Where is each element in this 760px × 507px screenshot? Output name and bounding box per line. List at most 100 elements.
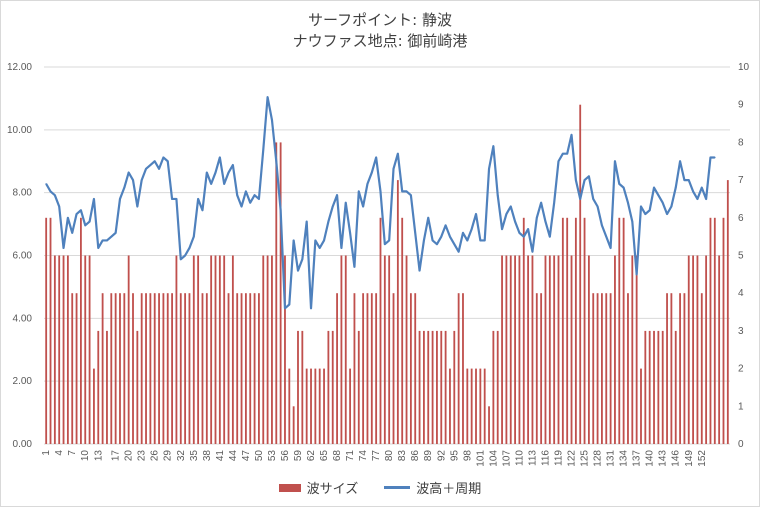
line-point	[692, 190, 694, 193]
bar	[492, 330, 495, 444]
line-point	[184, 254, 186, 257]
line-point	[45, 183, 47, 185]
bar	[722, 217, 725, 444]
line-point	[123, 186, 126, 189]
bar	[648, 330, 651, 444]
bar	[266, 255, 269, 444]
bar	[718, 255, 721, 444]
bar	[140, 293, 143, 444]
y-right-tick-label: 2	[738, 364, 744, 375]
bar	[123, 293, 126, 444]
bar	[66, 255, 69, 444]
bar	[149, 293, 152, 444]
line-point	[153, 160, 156, 163]
bar	[392, 293, 395, 444]
bar	[705, 255, 708, 444]
line-series	[45, 96, 716, 310]
bar	[379, 217, 382, 444]
bar	[158, 293, 160, 444]
line-point	[310, 307, 312, 310]
line-point	[683, 179, 686, 181]
bar-series	[45, 104, 729, 444]
bar	[440, 330, 443, 444]
bar	[574, 217, 577, 444]
bar	[462, 293, 464, 444]
bar	[566, 217, 569, 444]
line-point	[371, 171, 373, 174]
line-point	[614, 160, 616, 163]
bar	[401, 217, 404, 444]
bar	[49, 217, 52, 444]
x-tick-label: 59	[293, 450, 304, 462]
line-point	[145, 167, 147, 170]
bar	[349, 368, 352, 444]
y-right-tick-label: 0	[738, 439, 744, 450]
x-tick-label: 152	[697, 450, 708, 467]
bar	[106, 330, 108, 444]
x-tick-label: 149	[684, 450, 695, 467]
x-tick-label: 50	[254, 450, 265, 462]
bar	[93, 368, 95, 444]
x-tick-label: 32	[176, 450, 187, 462]
bar	[601, 293, 603, 444]
x-tick-label: 74	[358, 450, 369, 462]
bar	[288, 368, 291, 444]
x-tick-label: 131	[606, 450, 617, 467]
bar	[587, 255, 590, 444]
bar	[470, 368, 473, 444]
line-point	[240, 205, 243, 208]
bar	[657, 330, 660, 444]
x-tick-label: 77	[371, 450, 382, 462]
line-point	[88, 220, 91, 223]
x-tick-label: 101	[475, 450, 486, 467]
x-tick-label: 122	[567, 450, 578, 467]
bar	[449, 368, 451, 444]
bar	[383, 255, 386, 444]
bar	[531, 255, 534, 444]
line-point	[232, 164, 234, 166]
bar	[318, 368, 321, 444]
bar	[609, 293, 612, 444]
x-tick-label: 125	[580, 450, 591, 467]
line-point	[436, 243, 438, 245]
bar	[527, 255, 530, 444]
bar	[279, 142, 282, 444]
x-tick-label: 110	[514, 450, 525, 466]
bar	[388, 255, 391, 444]
bar	[674, 330, 677, 444]
line-point	[127, 171, 130, 174]
bar	[353, 293, 356, 444]
bar	[661, 330, 664, 444]
bar	[127, 255, 130, 444]
line-point	[101, 239, 104, 242]
bar	[540, 293, 543, 444]
line-point	[58, 205, 60, 208]
line-point	[401, 190, 403, 193]
bar	[683, 293, 686, 444]
x-tick-label: 53	[267, 450, 278, 462]
bar	[218, 255, 221, 444]
line-point	[518, 232, 521, 234]
line-point	[54, 194, 56, 196]
bar	[622, 217, 625, 444]
bar	[501, 255, 503, 444]
line-point	[236, 194, 239, 196]
axes: 0.002.004.006.008.0010.0012.000123456789…	[7, 62, 750, 467]
bar	[505, 255, 508, 444]
line-point	[201, 209, 204, 212]
line-point	[527, 228, 529, 230]
x-tick-label: 4	[54, 450, 65, 456]
line-point	[114, 232, 117, 234]
line-point	[192, 235, 195, 238]
x-tick-label: 104	[488, 450, 499, 467]
bar	[583, 217, 586, 444]
line-point	[271, 118, 273, 121]
y-right-tick-label: 3	[738, 326, 744, 337]
bar	[644, 330, 647, 444]
line-point	[601, 224, 603, 227]
line-point	[110, 235, 113, 238]
line-point	[158, 167, 160, 170]
line-point	[357, 190, 360, 193]
line-point	[384, 243, 386, 245]
